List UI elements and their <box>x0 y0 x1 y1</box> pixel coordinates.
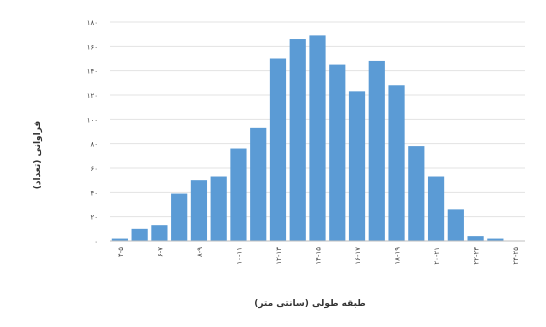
y-tick-label: ۶۰ <box>90 165 98 173</box>
bar <box>171 193 188 241</box>
y-axis-ticks: ۰ ۲۰ ۴۰ ۶۰ ۸۰ ۱۰۰ ۱۲۰ ۱۴۰ ۱۶۰ ۱۸۰ <box>87 19 98 246</box>
y-tick-label: ۸۰ <box>90 141 98 149</box>
bar <box>408 146 425 241</box>
y-tick-label: ۰ <box>94 238 98 246</box>
x-axis-ticks: ۴-۵ ۶-۷ ۸-۹ ۱۰-۱۱ ۱۲-۱۳ ۱۴-۱۵ ۱۶-۱۷ ۱۸-۱۹ ۲۰-۲۱ ۲… <box>117 247 520 265</box>
y-tick-label: ۴۰ <box>90 189 98 197</box>
bar <box>487 238 504 241</box>
x-tick-label: ۴-۵ <box>117 247 125 257</box>
bar <box>348 91 366 241</box>
y-tick-label: ۱۴۰ <box>87 68 98 76</box>
x-tick-label: ۸-۹ <box>196 247 204 257</box>
bar <box>467 236 484 241</box>
x-tick-label: ۱۲-۱۳ <box>275 247 283 265</box>
x-axis-title: طبقه طولی (سانتی متر) <box>254 299 366 309</box>
bar <box>230 148 247 241</box>
bar <box>210 176 227 241</box>
y-tick-label: ۲۰ <box>90 214 98 222</box>
bar <box>388 85 405 242</box>
bar <box>447 209 464 241</box>
y-tick-label: ۱۸۰ <box>87 19 98 27</box>
x-tick-label: ۲۴-۲۵ <box>512 247 520 265</box>
bars <box>111 35 504 242</box>
bar <box>269 58 287 241</box>
y-tick-label: ۱۲۰ <box>87 92 98 100</box>
x-tick-label: ۲۰-۲۱ <box>433 247 441 265</box>
bar <box>131 228 148 241</box>
bar <box>190 180 208 241</box>
x-tick-label: ۱۰-۱۱ <box>235 247 243 265</box>
bar <box>289 39 306 242</box>
x-tick-label: ۲۲-۲۳ <box>473 247 481 265</box>
y-tick-label: ۱۶۰ <box>87 43 98 51</box>
y-axis-title: فراوانی (تعداد) <box>33 121 43 190</box>
bar <box>151 225 168 241</box>
x-tick-label: ۶-۷ <box>156 247 164 257</box>
bar <box>250 127 267 241</box>
bar <box>427 176 445 241</box>
y-tick-label: ۱۰۰ <box>87 116 98 124</box>
x-tick-label: ۱۴-۱۵ <box>315 247 323 265</box>
bar <box>329 64 346 241</box>
x-tick-label: ۱۶-۱۷ <box>354 247 362 265</box>
bar <box>309 35 326 242</box>
x-tick-label: ۱۸-۱۹ <box>394 247 402 265</box>
bar <box>368 60 385 241</box>
bar <box>111 238 128 241</box>
